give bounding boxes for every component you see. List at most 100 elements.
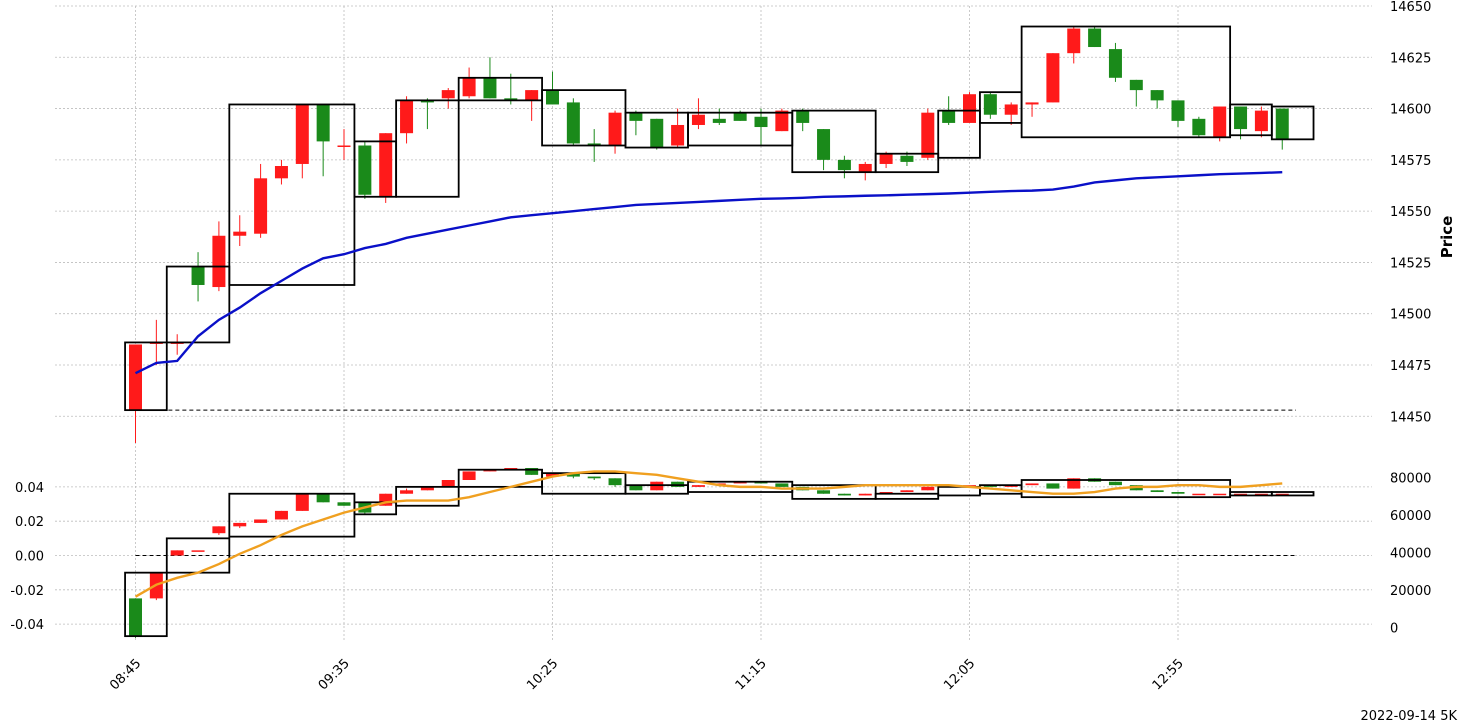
- lower-candle-body: [441, 480, 455, 487]
- vwap-line: [134, 170, 1283, 375]
- price-candle-body: [671, 124, 685, 146]
- price-candle-body: [691, 114, 705, 125]
- price-candle-body: [1067, 28, 1081, 54]
- price-candle-body: [1171, 100, 1185, 121]
- price-tick-label: 14600: [1390, 103, 1431, 118]
- axis-labels: 14450 14475 14500 14525 14550 14575 14600 14625…: [10, 0, 1431, 693]
- lower-candle-body: [1254, 493, 1268, 496]
- price-candle-body: [1046, 53, 1060, 103]
- x-tick-label: 12:55: [1150, 656, 1187, 693]
- lower-moving-line: [134, 470, 1283, 598]
- lower-candle-body: [691, 485, 705, 487]
- lower-candle-body: [525, 467, 539, 475]
- lower-candle-body: [420, 486, 434, 491]
- price-candle-body: [754, 116, 768, 128]
- lower-candle-body: [546, 473, 559, 477]
- lower-candle-body: [1192, 493, 1206, 496]
- price-candle-body: [608, 112, 622, 146]
- lower-candle-body: [1275, 493, 1289, 496]
- price-tick-label: 14550: [1390, 205, 1431, 220]
- lower-candle-body: [233, 522, 247, 527]
- lower-right-tick-label: 80000: [1390, 472, 1431, 487]
- price-candle-body: [587, 143, 601, 146]
- price-candle-body: [879, 153, 893, 164]
- x-tick-label: 09:35: [316, 656, 353, 693]
- price-candle-body: [1129, 79, 1143, 91]
- lower-candle-body: [170, 550, 184, 556]
- lower-candle-body: [295, 493, 309, 511]
- price-candle-body: [254, 178, 268, 234]
- price-candles: [129, 26, 1289, 443]
- price-range-box: [228, 103, 356, 286]
- price-axis-label: Price: [1438, 216, 1456, 259]
- price-candle-body: [1254, 110, 1268, 132]
- price-candle-body: [712, 118, 726, 123]
- price-candle-body: [983, 94, 997, 115]
- price-candle-body: [274, 166, 288, 179]
- x-tick-label: 12:05: [941, 656, 978, 693]
- price-candle-body: [858, 163, 872, 173]
- price-tick-label: 14475: [1390, 359, 1431, 374]
- lower-range-box: [353, 501, 398, 516]
- lower-candle-body: [1234, 493, 1248, 496]
- price-candle-body: [775, 110, 789, 132]
- price-candle-body: [629, 112, 643, 121]
- price-candle-body: [191, 266, 205, 285]
- price-candle-body: [212, 235, 226, 288]
- price-candle-body: [233, 231, 247, 236]
- x-tick-label: 11:15: [733, 656, 770, 693]
- price-candle-body: [379, 133, 393, 197]
- price-candle-body: [1234, 106, 1248, 130]
- lower-candle-body: [191, 550, 205, 552]
- price-candle-body: [942, 110, 956, 123]
- price-candle-body: [1192, 118, 1206, 136]
- lower-candle-body: [1171, 492, 1185, 494]
- lower-left-tick-label: 0.02: [15, 515, 44, 530]
- lower-right-tick-label: 0: [1390, 622, 1398, 637]
- price-range-box: [874, 152, 940, 174]
- price-candle-body: [1108, 49, 1122, 78]
- price-tick-label: 14525: [1390, 256, 1431, 271]
- lower-range-box: [791, 484, 877, 500]
- lower-candle-body: [587, 476, 601, 479]
- price-candle-body: [733, 112, 747, 121]
- lower-candle-body: [316, 493, 330, 503]
- x-tick-label: 08:45: [107, 656, 144, 693]
- lower-candle-body: [921, 486, 935, 491]
- price-candle-body: [900, 155, 914, 162]
- price-tick-label: 14575: [1390, 154, 1431, 169]
- price-candle-body: [1025, 102, 1039, 105]
- price-candle-body: [400, 100, 414, 134]
- footer-label: 2022-09-14 5K: [1361, 709, 1458, 724]
- price-range-box: [457, 76, 543, 102]
- price-range-box: [1270, 105, 1315, 141]
- price-tick-label: 14650: [1390, 0, 1431, 15]
- price-candle-body: [650, 118, 664, 148]
- lower-candle-body: [462, 471, 476, 481]
- lower-candle-body: [1046, 483, 1060, 489]
- price-candle-body: [129, 344, 142, 411]
- price-candle-body: [963, 94, 976, 123]
- lower-candle-body: [1025, 483, 1039, 486]
- lower-candle-body: [629, 485, 643, 491]
- lower-candle-body: [254, 519, 268, 523]
- price-candle-body: [316, 104, 330, 142]
- lower-right-tick-label: 20000: [1390, 584, 1431, 599]
- lower-candle-body: [775, 483, 789, 487]
- price-candle-body: [1275, 108, 1289, 140]
- lower-candle-body: [837, 493, 851, 496]
- price-candle-body: [546, 90, 559, 105]
- price-candle-body: [921, 112, 935, 158]
- price-candle-body: [483, 77, 497, 99]
- price-candle-body: [420, 100, 434, 103]
- lower-candle-body: [817, 490, 831, 494]
- price-range-box: [165, 265, 231, 344]
- price-range-box: [395, 99, 460, 198]
- lower-range-box: [1270, 491, 1315, 497]
- price-candle-body: [525, 90, 539, 101]
- lower-candle-body: [858, 493, 872, 496]
- lower-candle-body: [1213, 493, 1227, 496]
- price-candle-body: [1088, 28, 1102, 48]
- lower-range-box: [874, 492, 940, 500]
- lower-candle-body: [566, 473, 580, 477]
